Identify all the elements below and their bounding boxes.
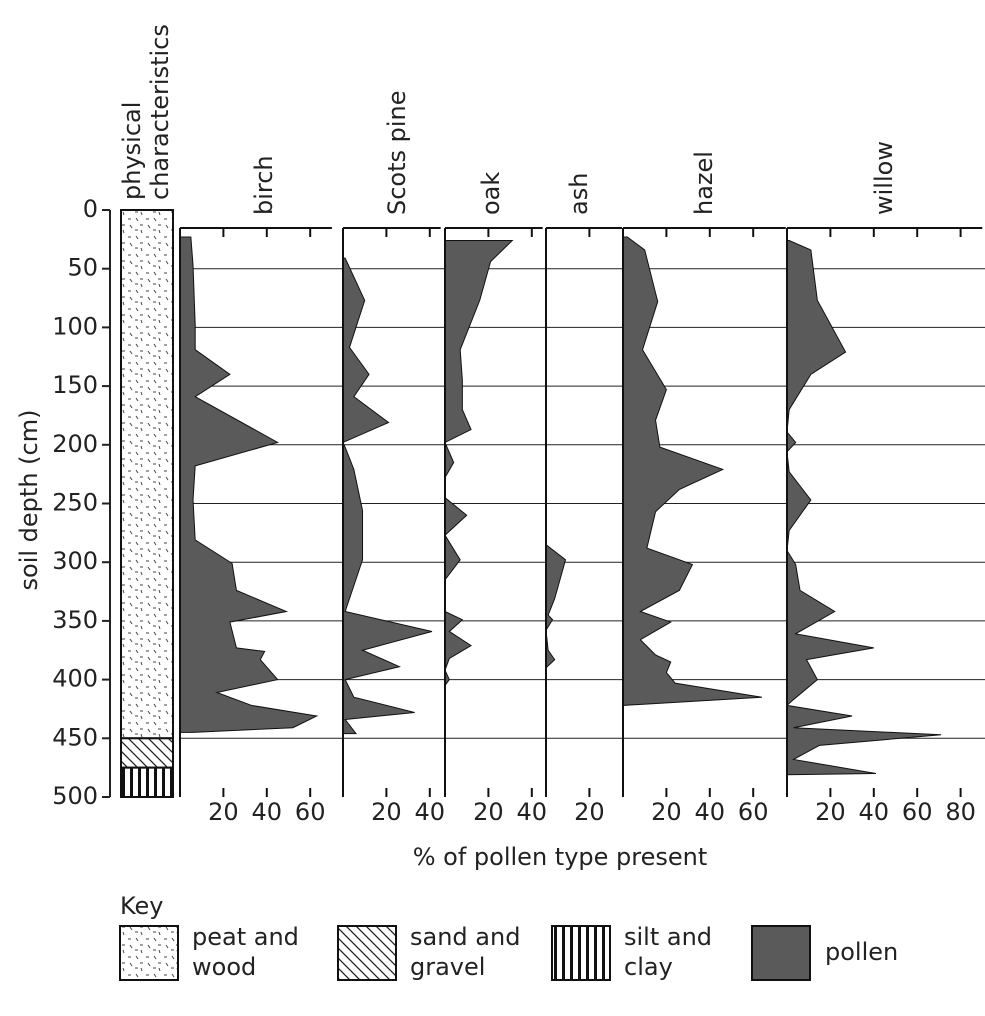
- x-tick-label: 40: [252, 798, 283, 826]
- y-tick-label: 50: [67, 254, 98, 282]
- x-tick-label: 20: [574, 798, 605, 826]
- stratum: [120, 737, 174, 769]
- key-label: sand and: [410, 923, 520, 951]
- y-tick-label: 0: [83, 195, 98, 223]
- panel-title: oak: [477, 172, 505, 215]
- x-tick-label: 20: [371, 798, 402, 826]
- y-tick-label: 150: [52, 371, 98, 399]
- x-tick-label: 20: [815, 798, 846, 826]
- x-tick-label: 20: [208, 798, 239, 826]
- x-tick-label: 20: [473, 798, 504, 826]
- x-axis-label: % of pollen type present: [413, 843, 708, 871]
- panel-title: birch: [250, 155, 278, 215]
- pollen-area: [444, 240, 514, 687]
- pollen-area: [785, 240, 942, 776]
- pollen-area: [545, 543, 567, 670]
- key-swatch: [337, 925, 397, 981]
- key-label: pollen: [825, 938, 898, 966]
- stratum: [120, 209, 174, 740]
- key-label: silt and: [624, 923, 712, 951]
- x-tick-label: 20: [651, 798, 682, 826]
- x-tick-label: 80: [945, 798, 976, 826]
- x-tick-label: 40: [415, 798, 446, 826]
- panel-title: Scots pine: [383, 90, 411, 215]
- y-tick-label: 300: [52, 547, 98, 575]
- y-tick-label: 200: [52, 430, 98, 458]
- y-tick-label: 100: [52, 312, 98, 340]
- pollen-area: [622, 236, 762, 706]
- key-label: gravel: [410, 953, 485, 981]
- key-label: peat and: [192, 923, 299, 951]
- key-swatch: [751, 925, 811, 981]
- pollen-area: [342, 257, 433, 735]
- key-label: wood: [192, 953, 256, 981]
- y-tick-label: 450: [52, 723, 98, 751]
- x-tick-label: 60: [738, 798, 769, 826]
- y-tick-label: 250: [52, 489, 98, 517]
- x-tick-label: 40: [695, 798, 726, 826]
- key-label: clay: [624, 953, 673, 981]
- column-title: characteristics: [146, 24, 174, 200]
- key-swatch: [119, 925, 179, 981]
- panel-title: willow: [870, 141, 898, 215]
- y-axis-label: soil depth (cm): [15, 410, 43, 591]
- panel-title: ash: [565, 173, 593, 215]
- stratum: [120, 766, 174, 799]
- panel-title: hazel: [690, 151, 718, 215]
- y-tick-label: 350: [52, 606, 98, 634]
- x-tick-label: 60: [295, 798, 326, 826]
- key-title: Key: [120, 892, 164, 920]
- x-tick-label: 60: [902, 798, 933, 826]
- key-swatch: [551, 925, 611, 981]
- column-title: physical: [118, 102, 146, 200]
- y-tick-label: 500: [52, 782, 98, 810]
- pollen-area: [179, 236, 319, 733]
- x-tick-label: 40: [517, 798, 548, 826]
- y-tick-label: 400: [52, 665, 98, 693]
- x-tick-label: 40: [859, 798, 890, 826]
